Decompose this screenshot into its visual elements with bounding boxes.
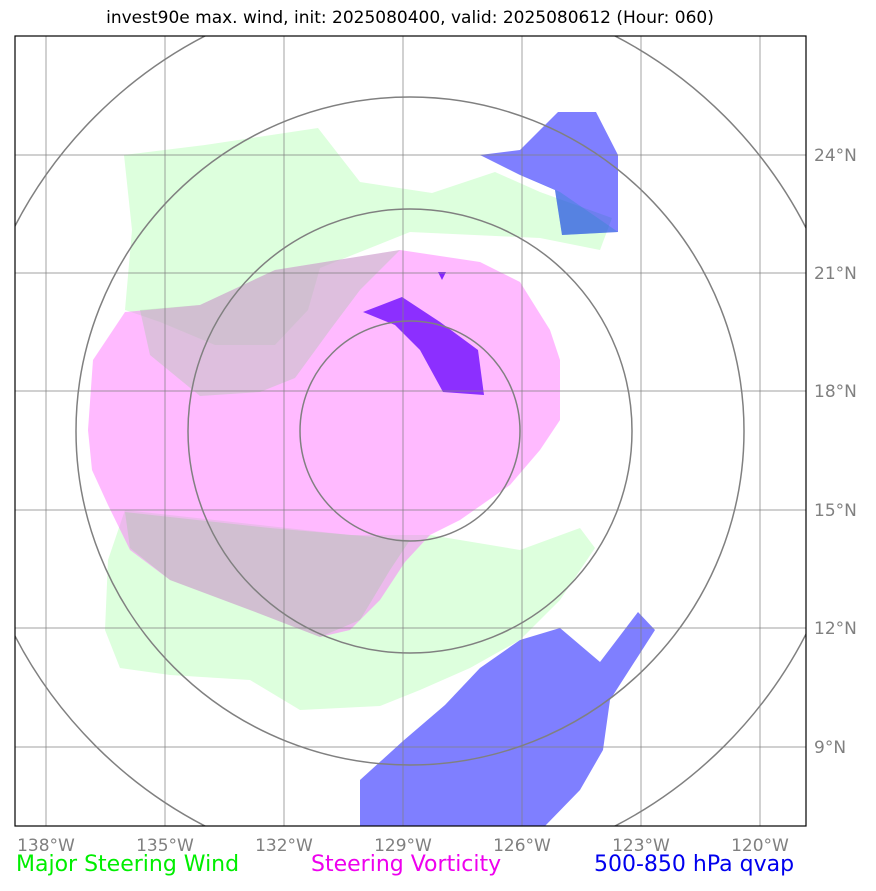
qvap-center-spot: [438, 272, 446, 280]
qvap-center: [363, 297, 484, 395]
overlap-south: [125, 512, 410, 637]
steering-wind-north: [124, 128, 612, 345]
map-frame: [14, 35, 807, 827]
qvap-northeast: [480, 112, 618, 235]
lon-label: 138°W: [17, 836, 75, 856]
lon-label: 123°W: [612, 836, 670, 856]
legend-steering-wind: Major Steering Wind: [16, 852, 240, 877]
lon-label: 126°W: [493, 836, 551, 856]
overlap-north: [140, 250, 400, 396]
lon-label: 120°W: [731, 836, 789, 856]
lon-label: 129°W: [374, 836, 432, 856]
legend-qvap: 500-850 hPa qvap: [594, 852, 795, 877]
lat-label: 15°N: [814, 501, 857, 521]
range-rings: [15, 36, 806, 826]
lon-label: 132°W: [255, 836, 313, 856]
lat-lon-grid: [15, 36, 806, 826]
lat-labels: 24°N 21°N 18°N 15°N 12°N 9°N: [814, 146, 857, 758]
qvap-northeast-inner: [500, 165, 618, 235]
lat-label: 21°N: [814, 264, 857, 284]
lat-label: 12°N: [814, 619, 857, 639]
steering-wind-south: [105, 510, 595, 710]
lat-label: 18°N: [814, 382, 857, 402]
qvap-southeast: [360, 612, 655, 826]
lon-label: 135°W: [136, 836, 194, 856]
lon-labels: 138°W 135°W 132°W 129°W 126°W 123°W 120°…: [17, 836, 789, 856]
legend-steering-vorticity: Steering Vorticity: [311, 852, 502, 877]
lat-label: 24°N: [814, 146, 857, 166]
map-title: invest90e max. wind, init: 2025080400, v…: [106, 8, 714, 28]
lat-label: 9°N: [814, 738, 846, 758]
